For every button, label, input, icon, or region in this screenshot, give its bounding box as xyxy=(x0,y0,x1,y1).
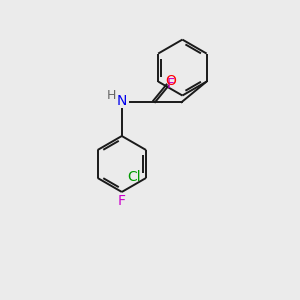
Text: F: F xyxy=(118,194,126,208)
Text: N: N xyxy=(117,94,127,108)
Text: Cl: Cl xyxy=(127,170,140,184)
Text: O: O xyxy=(165,74,176,88)
Text: H: H xyxy=(107,89,116,102)
Text: F: F xyxy=(167,77,175,92)
